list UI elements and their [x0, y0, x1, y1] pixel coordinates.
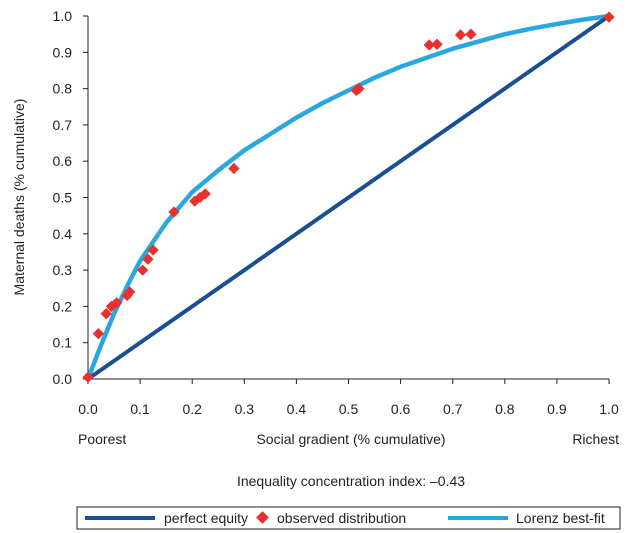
y-tick-label: 0.3	[53, 262, 73, 278]
legend: perfect equity observed distribution Lor…	[76, 506, 621, 530]
x-axis-ticks: 0.0 0.1 0.2 0.3 0.4 0.5 0.6 0.7 0.8 0.9 1.0	[78, 379, 619, 417]
y-tick-label: 0.0	[53, 371, 73, 387]
x-tick-label: 0.2	[182, 401, 202, 417]
y-tick-label: 0.6	[53, 153, 73, 169]
legend-lorenz-label: Lorenz best-fit	[516, 510, 605, 526]
observed-point	[465, 28, 477, 40]
observed-point	[431, 38, 443, 50]
y-tick-label: 0.7	[53, 117, 73, 133]
x-tick-label: 0.8	[495, 401, 515, 417]
x-tick-label: 0.9	[547, 401, 567, 417]
x-axis-left-label: Poorest	[78, 431, 126, 447]
y-axis-title: Maternal deaths (% cumulative)	[11, 99, 27, 296]
observed-point	[137, 264, 149, 276]
x-tick-label: 0.0	[78, 401, 98, 417]
y-tick-label: 0.8	[53, 81, 73, 97]
series-lines	[85, 13, 612, 382]
observed-point	[92, 327, 105, 340]
y-axis-ticks: 0.0 0.1 0.2 0.3 0.4 0.5 0.6 0.7 0.8 0.9 1.0	[53, 8, 88, 387]
concentration-index-annotation: Inequality concentration index: –0.43	[237, 473, 465, 489]
x-axis-right-label: Richest	[572, 431, 619, 447]
legend-box	[76, 506, 621, 530]
y-tick-label: 0.5	[53, 190, 73, 206]
y-tick-label: 0.9	[53, 44, 73, 60]
observed-point	[147, 244, 159, 256]
y-tick-label: 1.0	[53, 8, 73, 24]
observed-point	[124, 286, 136, 298]
x-axis-title: Social gradient (% cumulative)	[256, 431, 445, 447]
legend-perfect-equity-label: perfect equity	[164, 510, 248, 526]
observed-point	[100, 308, 112, 320]
x-tick-label: 0.3	[235, 401, 255, 417]
x-tick-label: 0.4	[287, 401, 307, 417]
lorenz-best-fit-curve	[85, 13, 612, 382]
x-tick-label: 0.1	[130, 401, 150, 417]
observed-point	[454, 29, 467, 41]
y-tick-label: 0.2	[53, 298, 73, 314]
x-tick-label: 0.7	[443, 401, 463, 417]
y-tick-label: 0.1	[53, 335, 73, 351]
y-tick-label: 0.4	[53, 226, 73, 242]
x-tick-label: 0.6	[391, 401, 411, 417]
observed-point	[168, 206, 180, 218]
x-tick-label: 1.0	[599, 401, 619, 417]
x-tick-label: 0.5	[339, 401, 359, 417]
observed-point	[228, 162, 240, 175]
series-points	[82, 11, 615, 383]
legend-observed-label: observed distribution	[277, 510, 406, 526]
perfect-equity-line	[86, 14, 611, 381]
